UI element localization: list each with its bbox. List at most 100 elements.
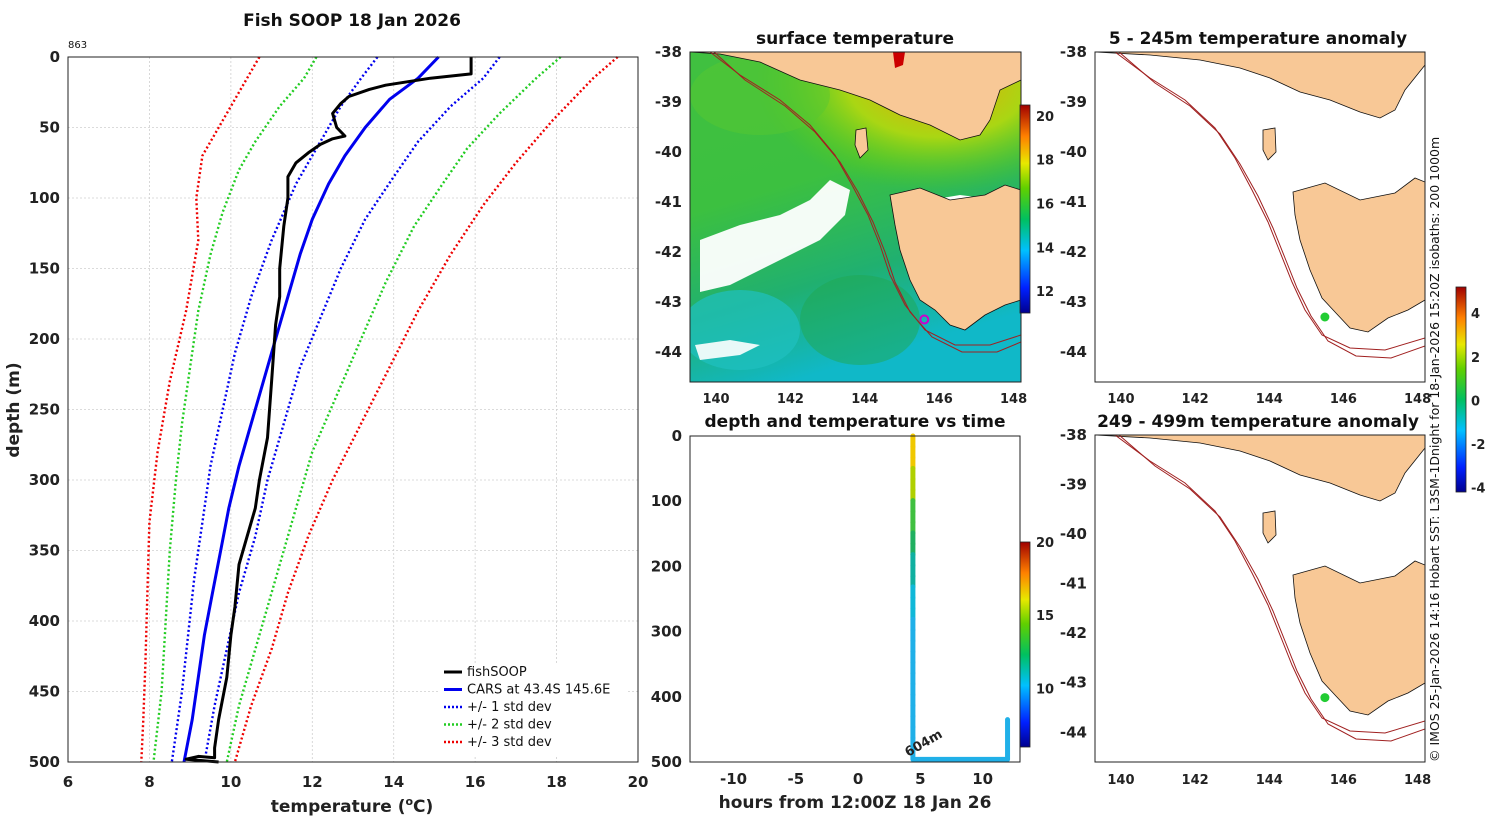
- colorbar-tick-label: 14: [1036, 241, 1054, 256]
- y-tick-label: 50: [39, 119, 60, 137]
- tasmania: [1292, 177, 1425, 333]
- colorbar-tick-label: 20: [1036, 110, 1054, 125]
- port-phillip-warm: [893, 52, 905, 68]
- y-tick-label: 200: [29, 330, 60, 348]
- series-line-fishsoop: [184, 57, 473, 764]
- x-tick-label: 146: [1330, 392, 1357, 407]
- y-tick-label: -40: [1060, 143, 1087, 161]
- y-tick-label: 250: [29, 401, 60, 419]
- anomaly-deep-title: 249 - 499m temperature anomaly: [1097, 412, 1419, 432]
- credit-text: © IMOS 25-Jan-2026 14:16 Hobart SST: L3S…: [1427, 137, 1442, 762]
- isobath-200m: [709, 52, 1021, 346]
- series-line--2-std-dev: [152, 56, 318, 763]
- anomaly-shallow-x-ticks: 140 142 144 146 148: [1107, 392, 1431, 407]
- tasmania: [1292, 560, 1425, 716]
- legend-label: fishSOOP: [467, 665, 527, 680]
- colorbar-tick-label: -2: [1471, 438, 1485, 453]
- king-island: [854, 127, 869, 159]
- king-island: [1262, 127, 1277, 161]
- y-tick-label: -39: [1060, 476, 1087, 494]
- x-tick-label: -10: [720, 770, 747, 788]
- y-tick-label: -38: [1060, 43, 1087, 61]
- colorbar-tick-label: 12: [1036, 285, 1054, 300]
- sst-x-ticks: 140 142 144 146 148: [702, 392, 1027, 407]
- y-tick-label: -42: [1060, 243, 1087, 261]
- x-tick-label: 10: [972, 770, 993, 788]
- sst-y-ticks: -38 -39 -40 -41 -42 -43 -44: [655, 43, 682, 361]
- sst-map-field: [690, 52, 1021, 382]
- profile-axes-frame: [67, 56, 639, 763]
- x-tick-label: 20: [628, 773, 649, 791]
- profile-grid: [68, 57, 638, 762]
- y-tick-label: -43: [1060, 674, 1087, 692]
- colorbar-tick-label: 10: [1036, 682, 1054, 697]
- y-tick-label: -41: [655, 193, 682, 211]
- y-tick-label: 200: [651, 557, 682, 575]
- x-tick-label: 142: [1182, 773, 1209, 788]
- anomaly-deep-point: [1320, 693, 1330, 703]
- y-tick-label: -41: [1060, 193, 1087, 211]
- y-tick-label: -40: [655, 143, 682, 161]
- x-tick-label: 140: [1107, 392, 1134, 407]
- x-tick-label: 142: [1182, 392, 1209, 407]
- y-tick-label: -38: [1060, 426, 1087, 444]
- y-tick-label: 0: [672, 427, 682, 445]
- sst-colorbar: [1019, 104, 1031, 314]
- y-tick-label: 100: [29, 189, 60, 207]
- legend-label: CARS at 43.4S 145.6E: [467, 683, 610, 698]
- time-colorbar-ticks: 10 15 20: [1036, 536, 1054, 697]
- anomaly-deep-y-ticks: -38 -39 -40 -41 -42 -43 -44: [1060, 426, 1087, 741]
- anomaly-shallow-y-ticks: -38 -39 -40 -41 -42 -43 -44: [1060, 43, 1087, 361]
- y-tick-label: -43: [1060, 293, 1087, 311]
- x-tick-label: -5: [788, 770, 805, 788]
- legend-label: +/- 1 std dev: [467, 700, 552, 715]
- anomaly-shallow-axes-frame: [1094, 51, 1426, 383]
- x-tick-label: 148: [1000, 392, 1027, 407]
- x-tick-label: 148: [1404, 773, 1431, 788]
- x-tick-label: 14: [383, 773, 404, 791]
- cloud-mask: [700, 180, 850, 292]
- anomaly-shallow-point: [1320, 312, 1330, 322]
- isobath-200m: [1114, 52, 1425, 351]
- y-tick-label: 500: [29, 753, 60, 771]
- time-x-ticks: -10 -5 0 5 10: [720, 770, 993, 788]
- profile-legend: fishSOOP CARS at 43.4S 145.6E +/- 1 std de…: [438, 663, 628, 755]
- sst-cool-patch: [690, 290, 800, 370]
- series-line--3-std-dev: [140, 56, 261, 763]
- colorbar-tick-label: 18: [1036, 154, 1054, 169]
- anomaly-deep-x-ticks: 140 142 144 146 148: [1107, 773, 1431, 788]
- series-line--1-std-dev: [170, 56, 379, 763]
- isobath-1000m: [1118, 52, 1425, 359]
- time-x-label: hours from 12:00Z 18 Jan 26: [719, 793, 992, 813]
- anomaly-colorbar: [1455, 286, 1467, 493]
- profile-y-label: depth (m): [4, 362, 24, 457]
- legend-label: +/- 2 std dev: [467, 718, 552, 733]
- y-tick-label: 300: [29, 471, 60, 489]
- sst-colorbar-ticks: 12 14 16 18 20: [1036, 110, 1054, 300]
- y-tick-label: 500: [651, 753, 682, 771]
- colorbar-tick-label: 16: [1036, 198, 1054, 213]
- legend-box: [438, 663, 628, 755]
- y-tick-label: -42: [655, 243, 682, 261]
- y-tick-label: -39: [1060, 93, 1087, 111]
- colorbar-tick-label: 4: [1471, 307, 1480, 322]
- y-tick-label: 450: [29, 683, 60, 701]
- x-tick-label: 148: [1404, 392, 1431, 407]
- colorbar-tick-label: 20: [1036, 536, 1054, 551]
- profile-y-ticks: 0 50 100 150 200 250 300 350 400 450 500: [29, 48, 60, 771]
- time-title: depth and temperature vs time: [705, 412, 1006, 432]
- y-tick-label: 400: [651, 688, 682, 706]
- time-y-ticks: 0 100 200 300 400 500: [651, 427, 682, 771]
- anomaly-shallow-map: [1095, 52, 1425, 359]
- max-depth-annotation: 604m: [903, 727, 946, 760]
- y-tick-label: -43: [655, 293, 682, 311]
- colorbar-tick-label: -4: [1471, 482, 1485, 497]
- y-tick-label: 400: [29, 612, 60, 630]
- sst-title: surface temperature: [756, 29, 954, 49]
- sst-panel: surface temperature 140 142 144 146 148 -38-…: [655, 29, 1054, 407]
- colorbar-tick-label: 2: [1471, 351, 1480, 366]
- king-island: [1262, 510, 1277, 544]
- legend-label: +/- 3 std dev: [467, 735, 552, 750]
- isobath-1000m: [713, 52, 1021, 353]
- anomaly-shallow-panel: 5 - 245m temperature anomaly 140 142 144 14…: [1060, 29, 1431, 407]
